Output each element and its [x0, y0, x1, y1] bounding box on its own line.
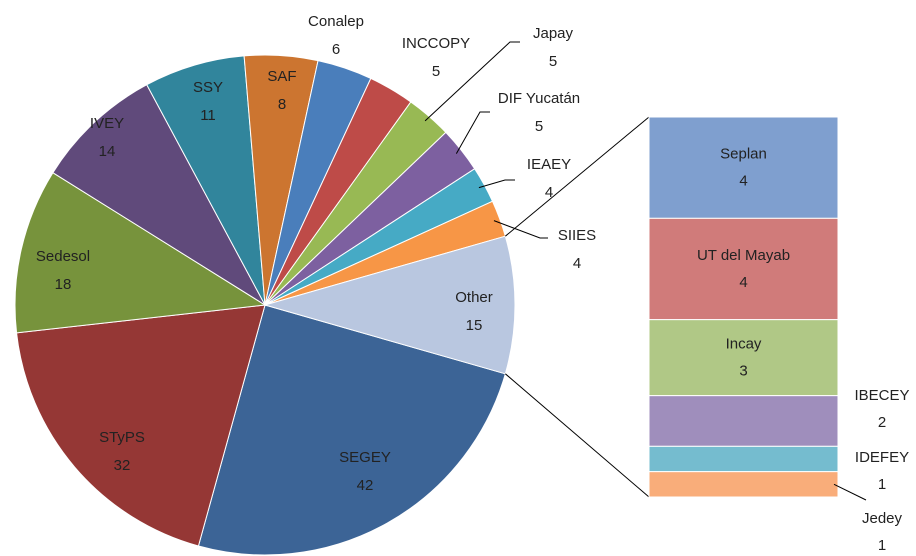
slice-label: DIF Yucatán	[498, 90, 580, 107]
bar-segment	[648, 319, 839, 397]
slice-label: Japay	[533, 25, 574, 42]
bar-label: UT del Mayab	[697, 247, 790, 264]
leader-line	[833, 483, 867, 501]
bar-label: IDEFEY	[855, 449, 909, 466]
slice-value: 42	[357, 477, 374, 494]
pie-slice	[14, 172, 267, 334]
pie-slice	[52, 84, 267, 307]
bar-segment	[648, 445, 839, 473]
slice-label: Conalep	[308, 13, 364, 30]
connector-line	[505, 373, 650, 498]
slice-value: 6	[332, 41, 340, 58]
bar-label: Jedey	[862, 510, 903, 527]
slice-value: 15	[466, 317, 483, 334]
pie-slice	[197, 304, 506, 556]
slice-value: 4	[545, 184, 553, 201]
bar-value: 4	[739, 173, 747, 190]
leader-line	[478, 179, 515, 189]
slice-value: 8	[278, 96, 286, 113]
bar-value: 1	[878, 537, 886, 554]
bar-segment	[648, 471, 839, 498]
slice-label: SAF	[267, 68, 296, 85]
slice-label: SEGEY	[339, 449, 391, 466]
slice-value: 5	[535, 118, 543, 135]
slice-value: 14	[99, 143, 116, 160]
slice-label: INCCOPY	[402, 35, 470, 52]
bar-value: 2	[878, 414, 886, 431]
leader-line	[493, 220, 548, 239]
slice-label: IEAEY	[527, 156, 571, 173]
slice-label: SSY	[193, 79, 223, 96]
slice-label: IVEY	[90, 115, 124, 132]
slice-label: SIIES	[558, 227, 596, 244]
slice-label: STyPS	[99, 429, 145, 446]
pie-slice	[263, 235, 516, 375]
slice-value: 32	[114, 457, 131, 474]
slice-value: 11	[200, 107, 216, 124]
bar-value: 1	[878, 476, 886, 493]
bar-label: IBECEY	[854, 387, 909, 404]
bar-value: 4	[739, 274, 747, 291]
bar-label: Seplan	[720, 146, 767, 163]
leader-line	[455, 111, 490, 154]
slice-value: 5	[549, 53, 557, 70]
connector-line	[505, 116, 650, 237]
bar-segment	[648, 395, 839, 447]
slice-label: Sedesol	[36, 248, 90, 265]
slice-value: 18	[55, 276, 72, 293]
bar-value: 3	[739, 363, 747, 380]
bar-segment	[648, 217, 839, 321]
leader-line	[424, 41, 520, 122]
pie-slice	[16, 304, 266, 547]
slice-value: 5	[432, 63, 440, 80]
slice-value: 4	[573, 255, 581, 272]
bar-label: Incay	[726, 336, 762, 353]
bar-segment	[648, 116, 839, 219]
slice-label: Other	[455, 289, 493, 306]
